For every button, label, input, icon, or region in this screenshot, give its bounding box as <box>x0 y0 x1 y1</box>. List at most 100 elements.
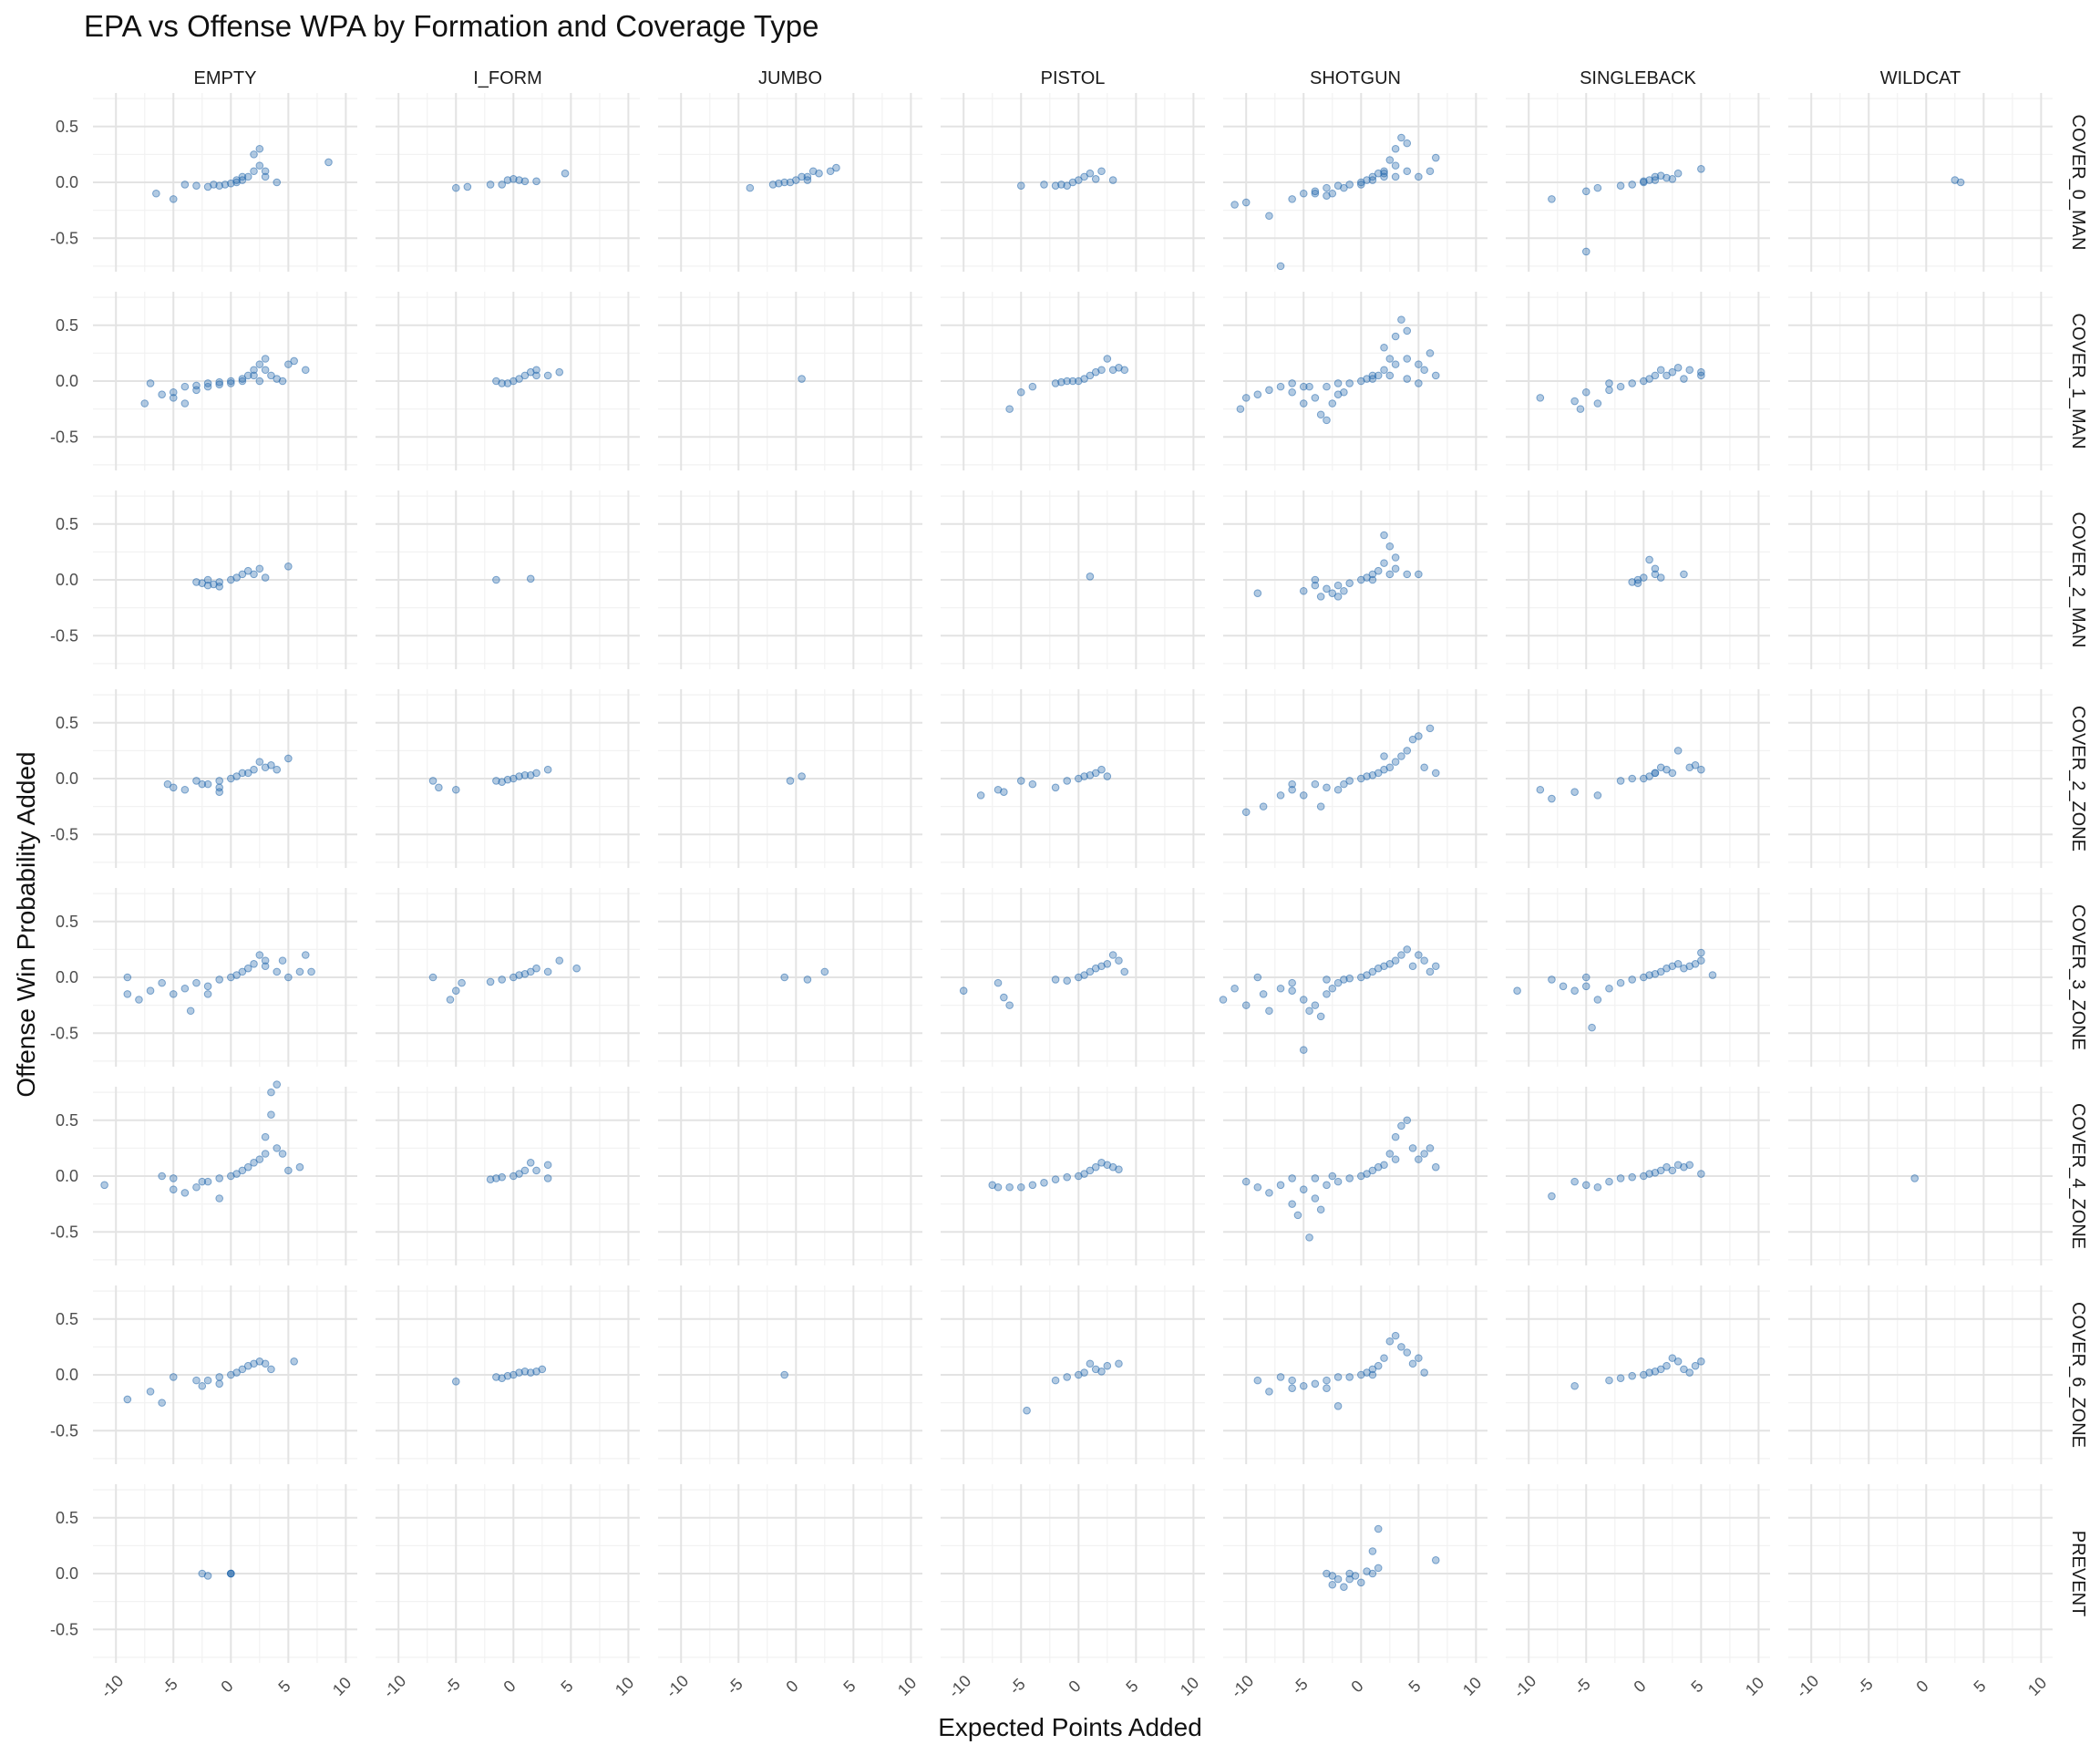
facet-panel <box>376 1087 640 1265</box>
data-point <box>238 1166 247 1175</box>
data-point <box>1668 175 1677 183</box>
data-point <box>1265 212 1273 221</box>
x-tick-label: -5 <box>1853 1675 1876 1698</box>
y-tick-label: 0.5 <box>56 1111 78 1130</box>
facet-panel <box>941 93 1205 272</box>
data-point <box>140 399 149 408</box>
facet-panel <box>1223 93 1488 272</box>
data-point <box>273 1144 282 1152</box>
data-point <box>1397 752 1405 760</box>
data-point <box>1380 752 1388 760</box>
data-point <box>123 1395 132 1404</box>
data-point <box>215 1194 223 1203</box>
data-point <box>1241 198 1251 207</box>
data-point <box>1311 581 1320 590</box>
data-point <box>1431 962 1440 971</box>
data-point <box>515 176 523 184</box>
data-point <box>1005 405 1014 413</box>
data-point <box>1028 779 1037 789</box>
data-point <box>1656 366 1665 375</box>
data-point <box>1385 1150 1395 1158</box>
data-point <box>169 990 178 998</box>
data-point <box>1219 996 1228 1004</box>
x-tick-label: 5 <box>1405 1677 1424 1696</box>
data-point <box>1385 156 1395 164</box>
facet-panel <box>1506 689 1770 868</box>
data-point <box>203 982 212 991</box>
data-point <box>152 189 160 198</box>
data-point <box>1108 176 1117 184</box>
data-point <box>290 356 298 366</box>
data-point <box>1645 555 1653 564</box>
y-tick-label: -0.5 <box>50 825 78 843</box>
x-tick-label: 0 <box>1630 1677 1649 1696</box>
data-point <box>1276 791 1285 800</box>
data-point <box>1051 181 1060 190</box>
data-point <box>1570 397 1579 406</box>
facet-panel <box>376 1285 640 1464</box>
facet-panel <box>1223 1484 1488 1663</box>
data-point <box>1380 366 1388 375</box>
data-point <box>1593 183 1602 192</box>
data-point <box>1426 1144 1435 1152</box>
data-point <box>1426 349 1435 357</box>
facet-panel <box>1788 93 2053 272</box>
data-point <box>261 573 270 582</box>
data-point <box>503 176 512 184</box>
data-point <box>1316 1205 1325 1214</box>
data-point <box>169 1373 178 1381</box>
x-tick-label: 10 <box>1177 1674 1202 1699</box>
data-point <box>451 785 460 794</box>
data-point <box>526 1368 535 1377</box>
data-point <box>267 1365 275 1374</box>
data-point <box>1086 1166 1095 1175</box>
data-point <box>1385 763 1395 772</box>
data-point <box>1415 1354 1423 1362</box>
data-point <box>1311 1379 1320 1389</box>
data-point <box>158 390 166 399</box>
data-point <box>1368 1166 1377 1175</box>
facet-panel <box>941 292 1205 470</box>
data-point <box>1333 785 1343 794</box>
data-point <box>780 178 788 187</box>
data-point <box>1063 777 1071 785</box>
data-point <box>146 1388 155 1396</box>
data-point <box>290 1358 298 1366</box>
data-point <box>1431 769 1440 778</box>
data-point <box>232 573 241 582</box>
data-point <box>1570 1381 1579 1390</box>
data-point <box>1910 1174 1919 1182</box>
data-point <box>1068 377 1077 386</box>
data-point <box>532 366 540 375</box>
data-point <box>1431 153 1440 162</box>
data-point <box>1080 1368 1088 1377</box>
y-axis-label: Offense Win Probability Added <box>12 751 40 1097</box>
facet-panel <box>1223 292 1488 470</box>
data-point <box>169 394 178 402</box>
data-point <box>1086 1359 1095 1368</box>
y-tick-label: -0.5 <box>50 1620 78 1638</box>
facet-panel <box>941 1087 1205 1265</box>
x-tick-label: -10 <box>1793 1671 1823 1701</box>
facet-row-label: COVER_2_MAN <box>2068 512 2088 648</box>
data-point <box>1605 1376 1613 1385</box>
data-point <box>1293 1211 1302 1220</box>
data-point <box>1311 187 1320 196</box>
facet-panel <box>93 1087 357 1265</box>
data-point <box>1345 1373 1354 1381</box>
data-point <box>203 1572 212 1580</box>
data-point <box>1581 982 1590 991</box>
data-point <box>169 1174 178 1182</box>
data-point <box>238 375 247 383</box>
data-point <box>1299 382 1308 391</box>
data-point <box>1333 1402 1343 1410</box>
data-point <box>1265 1189 1273 1197</box>
facet-column-label: EMPTY <box>194 68 257 88</box>
data-point <box>1391 161 1400 170</box>
data-point <box>186 1007 195 1016</box>
data-point <box>1305 1007 1313 1016</box>
data-point <box>1368 1370 1377 1379</box>
data-point <box>1288 1384 1296 1392</box>
x-tick-label: 10 <box>329 1674 355 1699</box>
